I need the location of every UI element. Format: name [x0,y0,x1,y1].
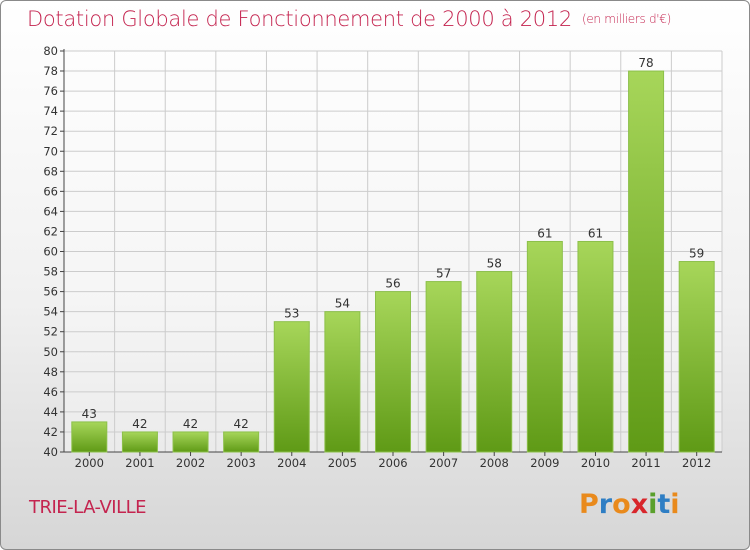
bar [223,431,260,453]
logo-letter: P [579,489,599,520]
x-tick-label: 2006 [378,456,407,470]
bar-value-label: 61 [537,226,552,240]
bar-value-label: 59 [689,247,704,261]
proxiti-logo: Proxiti [579,489,691,523]
y-tick-label: 44 [43,405,58,419]
x-tick-label: 2008 [480,456,509,470]
y-tick-label: 72 [43,124,58,138]
y-tick-label: 80 [43,44,58,58]
bar-value-label: 53 [284,307,299,321]
x-tick-label: 2003 [227,456,256,470]
chart-title: Dotation Globale de Fonctionnement de 20… [27,7,671,31]
bar-value-label: 56 [385,277,400,291]
y-tick-label: 78 [43,64,58,78]
bar [628,70,665,453]
y-tick-label: 46 [43,385,58,399]
logo-letter: i [670,489,680,520]
x-tick-label: 2001 [125,456,154,470]
y-tick-label: 76 [43,84,58,98]
bar [526,240,563,453]
x-tick-label: 2010 [581,456,610,470]
bar [172,431,209,453]
bar [678,261,715,453]
x-tick-label: 2012 [682,456,711,470]
y-tick-label: 66 [43,184,58,198]
y-tick-label: 74 [43,104,58,118]
y-tick-label: 54 [43,305,58,319]
y-tick-label: 60 [43,245,58,259]
x-tick-label: 2009 [530,456,559,470]
bar [273,321,310,453]
commune-name: TRIE-LA-VILLE [29,497,147,518]
x-tick-label: 2007 [429,456,458,470]
bar-value-label: 42 [132,417,147,431]
bar-value-label: 42 [234,417,249,431]
chart-title-text: Dotation Globale de Fonctionnement de 20… [27,7,572,31]
x-tick-label: 2000 [75,456,104,470]
bar-value-label: 78 [638,56,653,70]
logo-letter: o [612,489,631,520]
bar-value-label: 42 [183,417,198,431]
logo-letter: x [630,489,649,520]
y-tick-label: 48 [43,365,58,379]
bar [425,281,462,453]
y-tick-label: 52 [43,325,58,339]
bar-value-label: 61 [588,226,603,240]
bar-value-label: 58 [487,257,502,271]
bar [71,421,108,453]
x-tick-label: 2011 [631,456,660,470]
x-tick-label: 2005 [328,456,357,470]
bar [476,271,513,453]
chart-unit: (en milliers d'€) [581,12,671,26]
bar-value-label: 54 [335,297,350,311]
bar [375,291,411,453]
bar [121,431,158,453]
bar-value-label: 43 [82,407,97,421]
x-tick-label: 2004 [277,456,306,470]
logo-letter: i [648,489,658,520]
bar [324,311,361,453]
y-tick-label: 64 [43,204,58,218]
y-tick-label: 42 [43,425,58,439]
x-tick-label: 2002 [176,456,205,470]
y-tick-label: 62 [43,224,58,238]
logo-letter: r [598,489,613,520]
logo-letter: t [657,489,671,520]
y-tick-label: 40 [43,445,58,459]
bar [577,240,614,453]
y-tick-label: 70 [43,144,58,158]
bar-value-label: 57 [436,267,451,281]
y-tick-label: 58 [43,265,58,279]
y-tick-label: 50 [43,345,58,359]
y-tick-label: 68 [43,164,58,178]
y-tick-label: 56 [43,285,58,299]
